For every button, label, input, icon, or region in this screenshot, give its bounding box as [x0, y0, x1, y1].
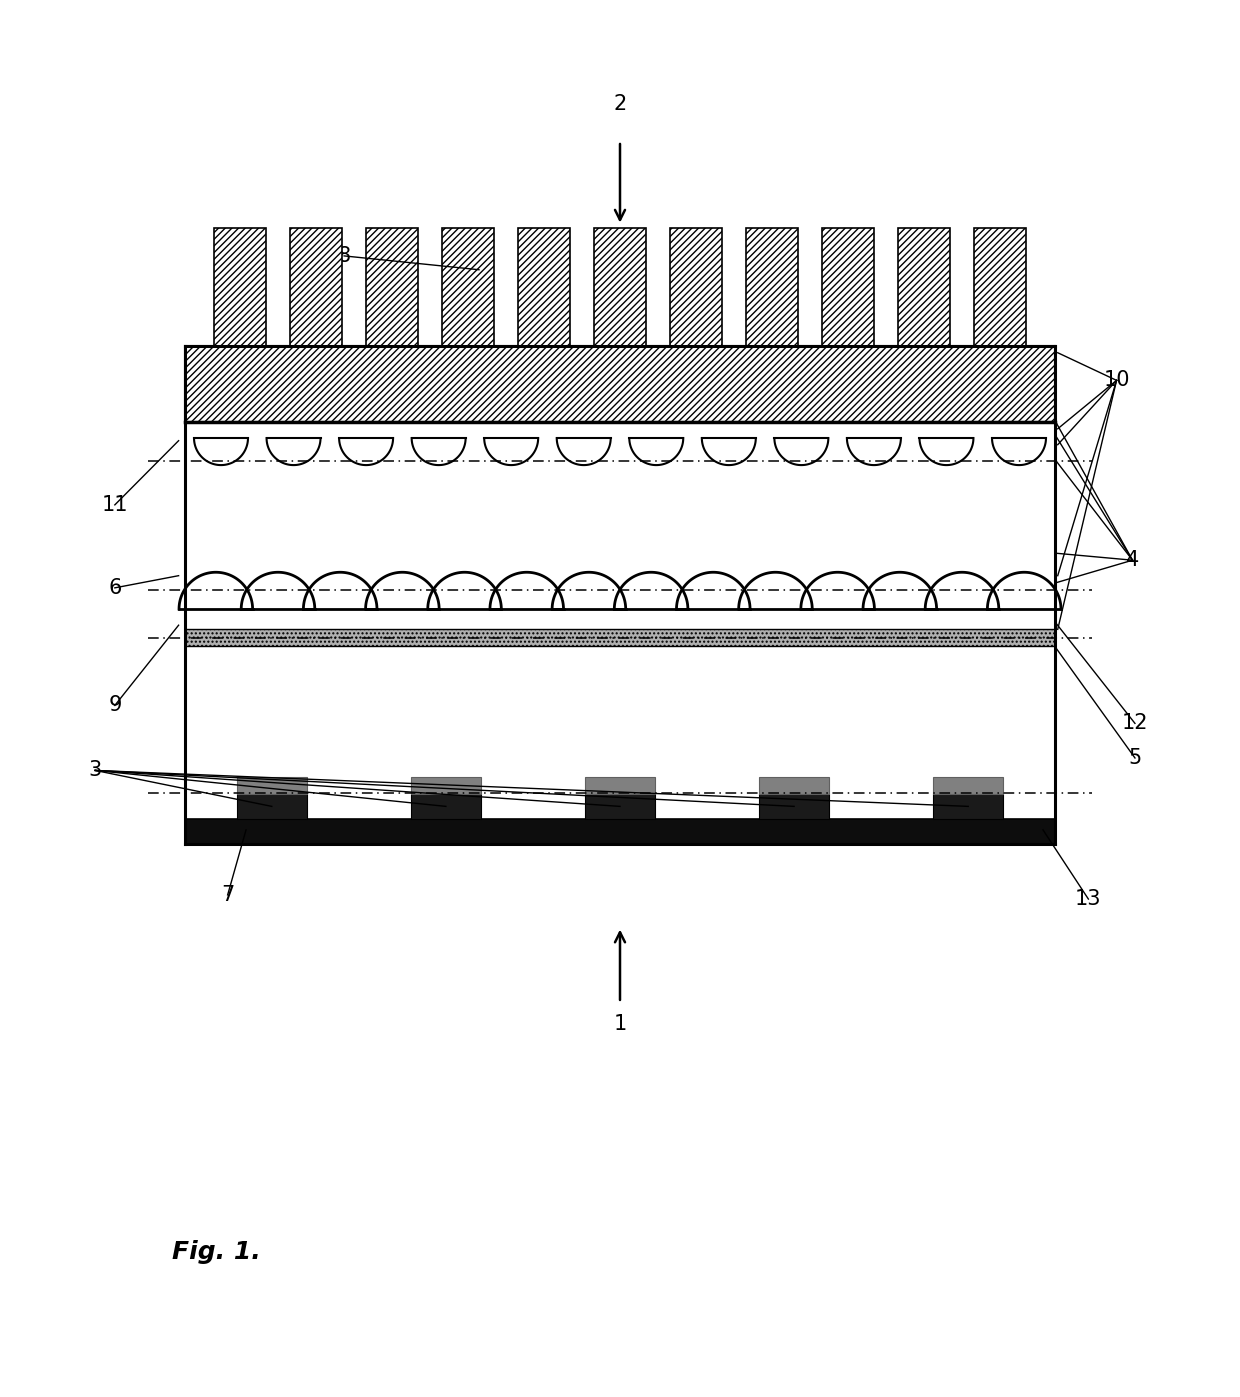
Polygon shape: [304, 573, 377, 609]
Polygon shape: [557, 439, 611, 465]
Polygon shape: [775, 439, 828, 465]
Bar: [594, 228, 646, 346]
Bar: [412, 793, 481, 819]
Bar: [237, 777, 306, 793]
Bar: [746, 228, 797, 346]
Bar: [585, 793, 655, 819]
Text: 4: 4: [1126, 550, 1140, 570]
Polygon shape: [702, 439, 756, 465]
Polygon shape: [629, 439, 683, 465]
Bar: [412, 777, 481, 793]
Polygon shape: [677, 573, 750, 609]
Polygon shape: [925, 573, 998, 609]
Bar: [671, 228, 722, 346]
Text: 12: 12: [1122, 714, 1148, 733]
Text: 3: 3: [88, 760, 102, 781]
Text: 13: 13: [1075, 888, 1101, 909]
Bar: [759, 777, 828, 793]
Polygon shape: [242, 573, 315, 609]
Polygon shape: [987, 573, 1061, 609]
Bar: [366, 228, 418, 346]
Polygon shape: [801, 573, 874, 609]
Polygon shape: [863, 573, 936, 609]
Bar: [185, 819, 1055, 844]
Polygon shape: [920, 439, 973, 465]
Polygon shape: [267, 439, 320, 465]
Bar: [185, 629, 1055, 645]
Text: 5: 5: [1128, 747, 1142, 768]
Text: 8: 8: [337, 246, 351, 265]
Polygon shape: [847, 439, 901, 465]
Bar: [290, 228, 342, 346]
Bar: [518, 228, 569, 346]
Bar: [443, 228, 494, 346]
Text: Fig. 1.: Fig. 1.: [172, 1239, 262, 1264]
Polygon shape: [484, 439, 538, 465]
Bar: [759, 793, 828, 819]
Text: 10: 10: [1104, 370, 1130, 390]
Bar: [185, 346, 1055, 422]
Polygon shape: [739, 573, 812, 609]
Text: 1: 1: [614, 1014, 626, 1034]
Bar: [215, 228, 265, 346]
Polygon shape: [412, 439, 465, 465]
Polygon shape: [428, 573, 501, 609]
Bar: [934, 793, 1003, 819]
Text: 6: 6: [108, 578, 122, 598]
Polygon shape: [339, 439, 393, 465]
Bar: [898, 228, 950, 346]
Polygon shape: [614, 573, 688, 609]
Polygon shape: [490, 573, 563, 609]
Bar: [975, 228, 1025, 346]
Text: 7: 7: [221, 884, 234, 905]
Bar: [237, 793, 306, 819]
Polygon shape: [992, 439, 1047, 465]
Text: 9: 9: [108, 696, 122, 715]
Polygon shape: [366, 573, 439, 609]
Bar: [585, 777, 655, 793]
Text: 2: 2: [614, 94, 626, 113]
Text: 11: 11: [102, 495, 128, 515]
Bar: [822, 228, 874, 346]
Polygon shape: [193, 439, 248, 465]
Bar: [934, 777, 1003, 793]
Polygon shape: [179, 573, 253, 609]
Polygon shape: [552, 573, 626, 609]
